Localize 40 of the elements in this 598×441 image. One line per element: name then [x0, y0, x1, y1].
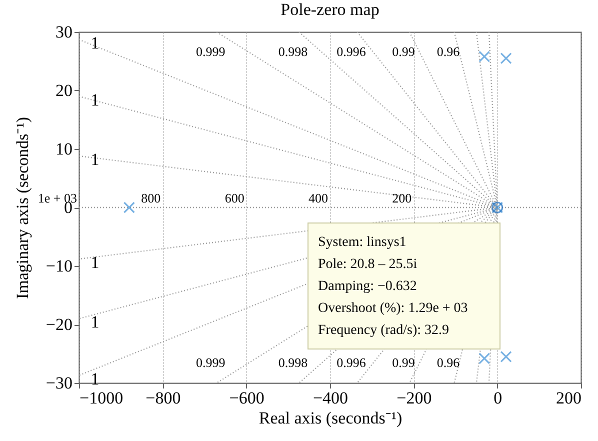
annotation: Frequency (rad/s): 32.9	[318, 323, 450, 338]
y-tick-label: 30	[56, 22, 72, 42]
text: 0.996	[336, 355, 366, 370]
series-label: 0.999	[196, 44, 226, 59]
y-tick-label: 10	[56, 140, 72, 158]
text: 0.998	[278, 355, 308, 370]
series-label: 1	[90, 150, 100, 170]
chart-title: Pole-zero map	[280, 0, 380, 19]
y-tick-label: −20	[46, 315, 72, 334]
annotation: Overshoot (%): 1.29e + 03	[318, 301, 468, 316]
x-tick-label: −800	[146, 388, 181, 408]
series-label: 0.998	[278, 44, 308, 59]
y-tick-label: 20	[56, 81, 72, 100]
text: 1	[90, 312, 100, 332]
text: 0.999	[196, 355, 226, 370]
y-tick-label: −10	[46, 256, 72, 276]
text: 1	[90, 252, 100, 272]
series-label: 1	[90, 34, 100, 53]
series-label: 0.96	[436, 355, 460, 370]
x-tick-label: 0	[494, 388, 502, 408]
series-label: 0.996	[336, 44, 366, 59]
series-label: 1	[90, 90, 100, 110]
x-tick-label: −200	[396, 388, 432, 408]
annotation: Damping: −0.632	[318, 279, 417, 294]
annotation: 800	[141, 190, 161, 206]
text: 0.96	[436, 44, 460, 59]
y-tick-label: −30	[46, 374, 72, 392]
x-tick-label: 200	[556, 388, 582, 408]
x-tick-label: −1000	[80, 388, 124, 408]
series-label: 0.99	[392, 44, 415, 59]
y-axis-title: Imaginary axis (seconds⁻¹)	[12, 117, 32, 299]
annotation: 600	[224, 190, 244, 206]
annotation: Pole: 20.8 – 25.5i	[318, 257, 418, 272]
x-axis-title: Real axis (seconds⁻¹)	[258, 408, 402, 428]
x-tick-label: −600	[229, 388, 264, 408]
x-tick-label: −400	[312, 388, 348, 408]
text: 0.99	[392, 355, 415, 370]
annotation: 200	[392, 190, 412, 206]
annotation: 400	[308, 190, 328, 206]
annotation: System: linsys1	[318, 235, 406, 250]
